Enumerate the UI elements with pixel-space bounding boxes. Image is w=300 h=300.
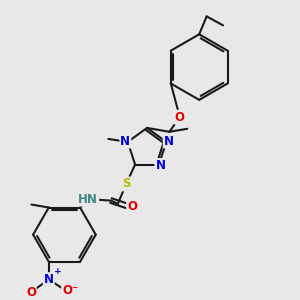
Text: N: N — [120, 134, 130, 148]
Text: O⁻: O⁻ — [62, 284, 78, 298]
Text: HN: HN — [78, 193, 98, 206]
Text: +: + — [54, 267, 62, 276]
Text: N: N — [155, 159, 165, 172]
Text: N: N — [164, 134, 174, 148]
Text: O: O — [127, 200, 137, 213]
Text: O: O — [175, 111, 185, 124]
Text: S: S — [122, 178, 130, 190]
Text: N: N — [44, 273, 54, 286]
Text: O: O — [26, 286, 36, 299]
